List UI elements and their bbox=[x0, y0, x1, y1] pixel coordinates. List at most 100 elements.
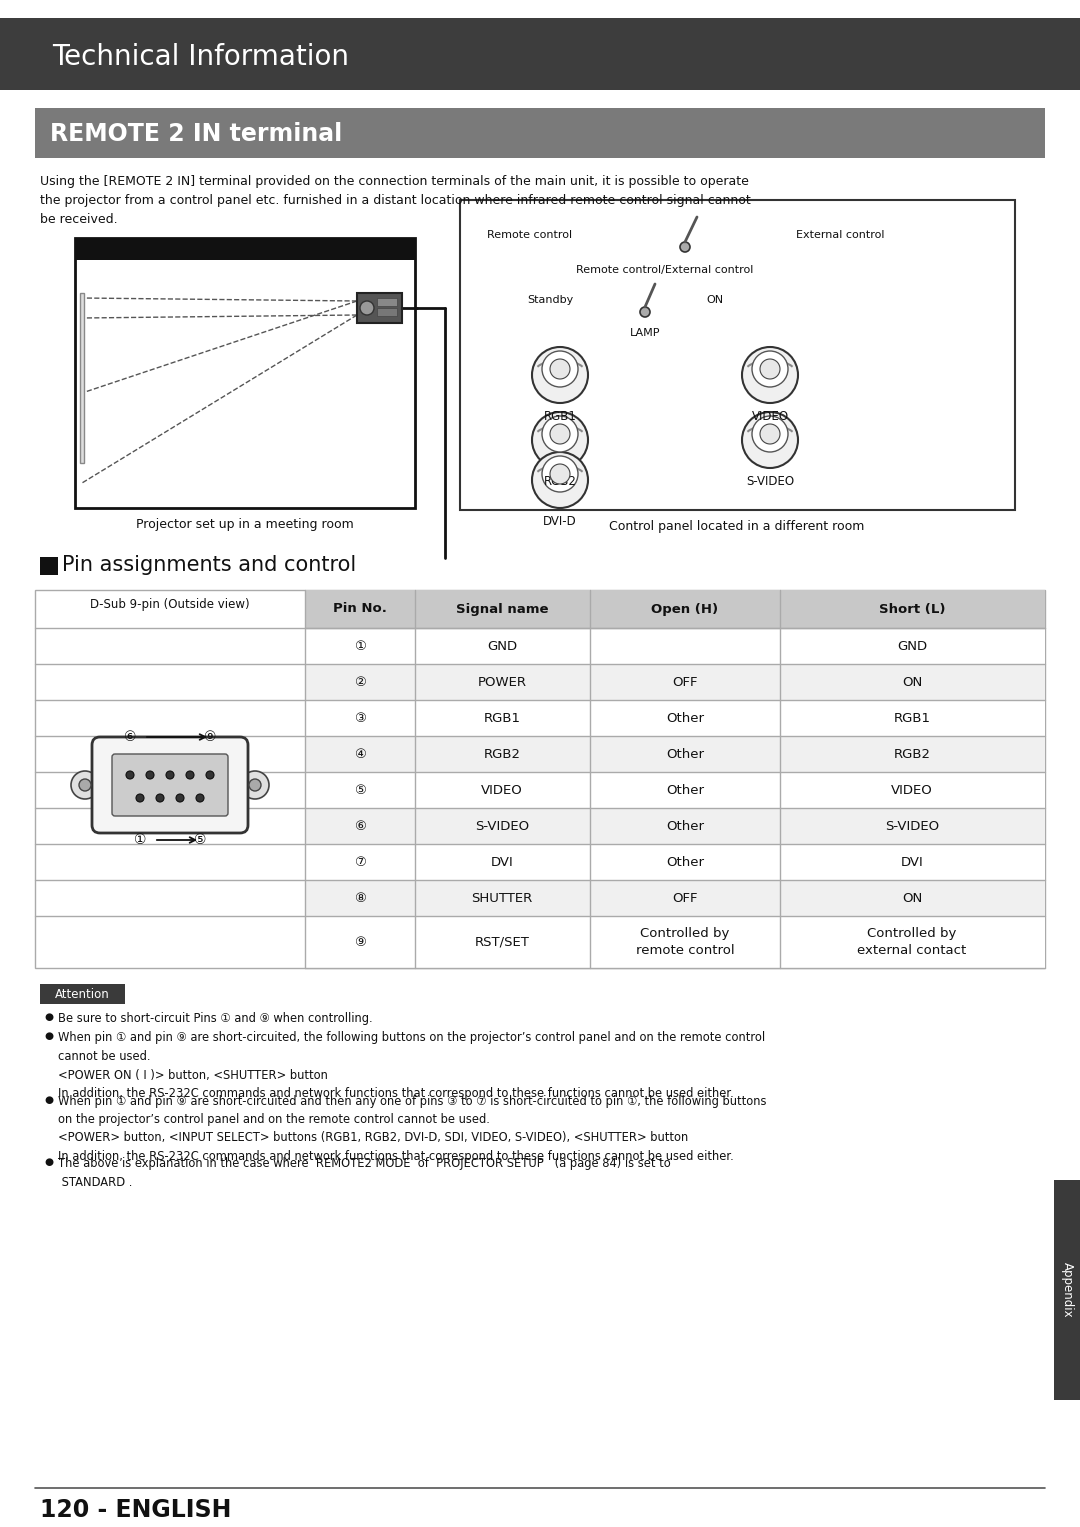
Text: Other: Other bbox=[666, 855, 704, 869]
Text: REMOTE 2 IN terminal: REMOTE 2 IN terminal bbox=[50, 122, 342, 147]
Bar bbox=[75, 238, 415, 508]
Text: VIDEO: VIDEO bbox=[891, 783, 933, 797]
Circle shape bbox=[542, 415, 578, 452]
Text: Using the [REMOTE 2 IN] terminal provided on the connection terminals of the mai: Using the [REMOTE 2 IN] terminal provide… bbox=[40, 176, 751, 226]
Text: RGB2: RGB2 bbox=[543, 475, 577, 489]
Text: Other: Other bbox=[666, 783, 704, 797]
Circle shape bbox=[550, 359, 570, 379]
Text: 120 - ENGLISH: 120 - ENGLISH bbox=[40, 1498, 231, 1522]
Circle shape bbox=[542, 351, 578, 386]
Text: ②: ② bbox=[354, 675, 366, 689]
Text: RST/SET: RST/SET bbox=[474, 936, 529, 948]
Text: OFF: OFF bbox=[672, 892, 698, 904]
Text: GND: GND bbox=[487, 640, 517, 652]
Circle shape bbox=[241, 771, 269, 799]
Text: Standby: Standby bbox=[527, 295, 573, 305]
Circle shape bbox=[156, 794, 164, 802]
Bar bbox=[75, 238, 415, 260]
Circle shape bbox=[760, 425, 780, 444]
Text: Be sure to short-circuit Pins ① and ⑨ when controlling.: Be sure to short-circuit Pins ① and ⑨ wh… bbox=[58, 1012, 373, 1025]
Circle shape bbox=[206, 771, 214, 779]
Text: RGB1: RGB1 bbox=[893, 712, 931, 724]
Bar bbox=[40, 557, 58, 576]
Bar bbox=[377, 298, 397, 305]
Circle shape bbox=[126, 771, 134, 779]
Text: ③: ③ bbox=[354, 712, 366, 724]
Text: ●: ● bbox=[44, 1032, 53, 1041]
Circle shape bbox=[71, 771, 99, 799]
Text: GND: GND bbox=[896, 640, 927, 652]
Circle shape bbox=[186, 771, 194, 779]
Text: ⑥: ⑥ bbox=[354, 820, 366, 832]
Bar bbox=[305, 589, 1045, 628]
Text: ⑥: ⑥ bbox=[124, 730, 136, 744]
Text: Technical Information: Technical Information bbox=[52, 43, 349, 70]
Text: ⑤: ⑤ bbox=[193, 834, 206, 847]
Circle shape bbox=[742, 347, 798, 403]
Bar bbox=[35, 589, 1045, 968]
Bar bbox=[305, 736, 1045, 773]
Text: ⑦: ⑦ bbox=[354, 855, 366, 869]
FancyBboxPatch shape bbox=[112, 754, 228, 815]
Text: LAMP: LAMP bbox=[630, 328, 660, 337]
Circle shape bbox=[146, 771, 154, 779]
Bar bbox=[80, 293, 84, 463]
Text: RGB2: RGB2 bbox=[893, 748, 931, 760]
Bar bbox=[1054, 1180, 1080, 1400]
Text: ●: ● bbox=[44, 1157, 53, 1168]
Circle shape bbox=[532, 347, 588, 403]
Bar bbox=[305, 699, 1045, 736]
FancyBboxPatch shape bbox=[92, 738, 248, 834]
Text: External control: External control bbox=[796, 231, 885, 240]
Text: VIDEO: VIDEO bbox=[752, 411, 788, 423]
Text: Control panel located in a different room: Control panel located in a different roo… bbox=[609, 521, 865, 533]
Text: ①: ① bbox=[134, 834, 146, 847]
Text: Other: Other bbox=[666, 748, 704, 760]
Text: Open (H): Open (H) bbox=[651, 603, 718, 615]
Text: Other: Other bbox=[666, 820, 704, 832]
Text: Short (L): Short (L) bbox=[879, 603, 945, 615]
Circle shape bbox=[195, 794, 204, 802]
Text: ⑤: ⑤ bbox=[354, 783, 366, 797]
Text: DVI: DVI bbox=[901, 855, 923, 869]
Text: S-VIDEO: S-VIDEO bbox=[885, 820, 940, 832]
Text: RGB2: RGB2 bbox=[484, 748, 521, 760]
Bar bbox=[35, 108, 1045, 157]
Text: ●: ● bbox=[44, 1012, 53, 1022]
Text: Signal name: Signal name bbox=[456, 603, 549, 615]
Circle shape bbox=[550, 425, 570, 444]
Bar bbox=[305, 844, 1045, 880]
Text: ON: ON bbox=[706, 295, 724, 305]
Text: Remote control/External control: Remote control/External control bbox=[577, 266, 754, 275]
Text: RGB1: RGB1 bbox=[543, 411, 577, 423]
Bar bbox=[305, 773, 1045, 808]
Text: ⑨: ⑨ bbox=[354, 936, 366, 948]
Text: ④: ④ bbox=[354, 748, 366, 760]
Text: S-VIDEO: S-VIDEO bbox=[475, 820, 529, 832]
Text: OFF: OFF bbox=[672, 675, 698, 689]
Text: Other: Other bbox=[666, 712, 704, 724]
Text: SHUTTER: SHUTTER bbox=[471, 892, 532, 904]
Bar bbox=[0, 18, 1080, 90]
Circle shape bbox=[550, 464, 570, 484]
Text: ⑧: ⑧ bbox=[354, 892, 366, 904]
Text: DVI: DVI bbox=[490, 855, 513, 869]
Circle shape bbox=[760, 359, 780, 379]
Circle shape bbox=[176, 794, 184, 802]
Text: Projector set up in a meeting room: Projector set up in a meeting room bbox=[136, 518, 354, 531]
Text: Attention: Attention bbox=[55, 988, 109, 1000]
Text: ①: ① bbox=[354, 640, 366, 652]
Circle shape bbox=[752, 351, 788, 386]
Text: ⑨: ⑨ bbox=[204, 730, 216, 744]
Text: ●: ● bbox=[44, 1095, 53, 1104]
Text: Controlled by
external contact: Controlled by external contact bbox=[858, 927, 967, 957]
Text: VIDEO: VIDEO bbox=[481, 783, 523, 797]
Text: Controlled by
remote control: Controlled by remote control bbox=[636, 927, 734, 957]
Text: ON: ON bbox=[902, 892, 922, 904]
Circle shape bbox=[532, 452, 588, 508]
Bar bbox=[377, 308, 397, 316]
Circle shape bbox=[136, 794, 144, 802]
Circle shape bbox=[360, 301, 374, 315]
Text: Appendix: Appendix bbox=[1061, 1263, 1074, 1318]
Circle shape bbox=[79, 779, 91, 791]
